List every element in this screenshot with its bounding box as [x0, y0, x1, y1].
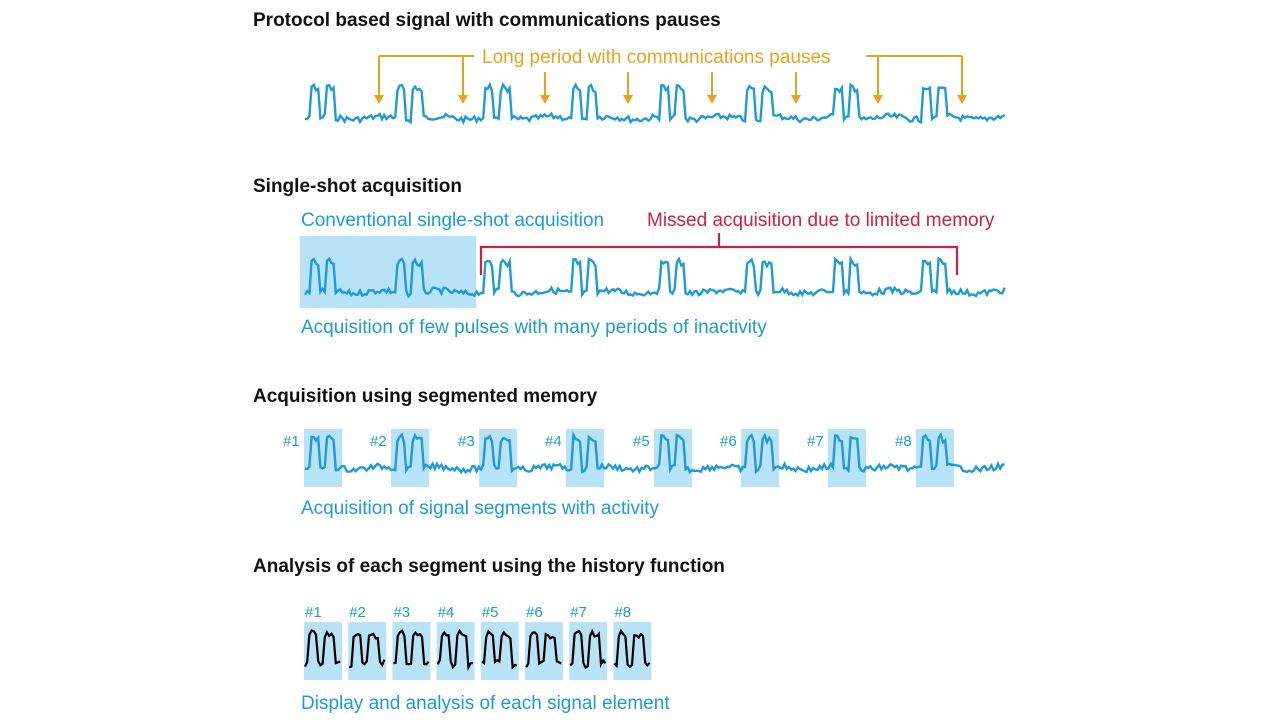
history-segment: #6 [525, 604, 563, 680]
signal-trace [304, 430, 1005, 475]
history-segment-label: #8 [614, 604, 631, 621]
segment-label: #1 [283, 433, 300, 450]
history-segment-label: #2 [349, 604, 366, 621]
conventional-acquisition-label: Conventional single-shot acquisition [301, 210, 604, 231]
segment-label: #4 [545, 433, 562, 450]
history-trace [613, 628, 651, 669]
history-segment-label: #4 [438, 604, 455, 621]
history-segment: #1 [304, 604, 342, 680]
history-trace [393, 629, 430, 666]
history-caption: Display and analysis of each signal elem… [301, 693, 670, 714]
history-trace [525, 631, 562, 668]
pause-arrow-head [957, 95, 967, 104]
single-shot-waveform [303, 254, 1006, 299]
protocol-signal-waveform [304, 81, 1006, 126]
acquired-window-box [300, 236, 476, 308]
segment-label: #5 [633, 433, 650, 450]
signal-trace [304, 81, 1006, 126]
pause-arrow-head [707, 95, 717, 104]
history-segment-label: #3 [393, 604, 410, 621]
segment-label: #7 [807, 433, 824, 450]
history-segment: #5 [480, 604, 519, 680]
history-segment: #4 [436, 604, 475, 680]
pause-arrow-head [540, 95, 550, 104]
section3-title: Acquisition using segmented memory [253, 386, 598, 407]
single-shot-caption: Acquisition of few pulses with many peri… [301, 317, 767, 338]
signal-trace [303, 254, 1006, 299]
pause-arrow-head [791, 95, 801, 104]
section4-title: Analysis of each segment using the histo… [253, 556, 725, 577]
history-segment-label: #1 [305, 604, 322, 621]
history-trace [304, 629, 341, 668]
pause-arrow-head [374, 95, 384, 104]
history-segment: #7 [569, 604, 608, 680]
pause-arrow-head [458, 95, 468, 104]
history-segment: #2 [348, 604, 387, 680]
missed-acquisition-label: Missed acquisition due to limited memory [647, 210, 995, 231]
bracket-line [479, 245, 959, 275]
history-segment-label: #5 [482, 604, 499, 621]
segmented-waveform [304, 430, 1005, 475]
history-trace [436, 628, 473, 672]
history-trace [481, 629, 518, 670]
missed-acquisition-bracket [479, 233, 959, 275]
history-segment: #3 [392, 604, 431, 680]
history-trace [569, 628, 607, 670]
section1-title: Protocol based signal with communication… [253, 10, 721, 31]
segment-label: #6 [720, 433, 737, 450]
history-segment-label: #6 [526, 604, 543, 621]
section2-title: Single-shot acquisition [253, 176, 462, 197]
segment-label: #2 [370, 433, 387, 450]
pause-arrow-head [873, 95, 883, 104]
segment-labels: #1 #2 #3 #4 #5 #6 #7 #8 [283, 433, 912, 450]
segmented-caption: Acquisition of signal segments with acti… [301, 498, 659, 519]
history-segment: #8 [613, 604, 652, 680]
history-segment-label: #7 [570, 604, 587, 621]
segment-label: #8 [895, 433, 912, 450]
history-segments: #1 #2 #3 #4 #5 #6 #7 #8 [304, 604, 652, 680]
pause-arrows [374, 55, 967, 104]
pause-arrow-head [623, 95, 633, 104]
history-trace [348, 632, 386, 669]
pause-annotation: Long period with communications pauses [482, 47, 831, 68]
segment-boxes [304, 429, 954, 487]
segment-label: #3 [458, 433, 475, 450]
